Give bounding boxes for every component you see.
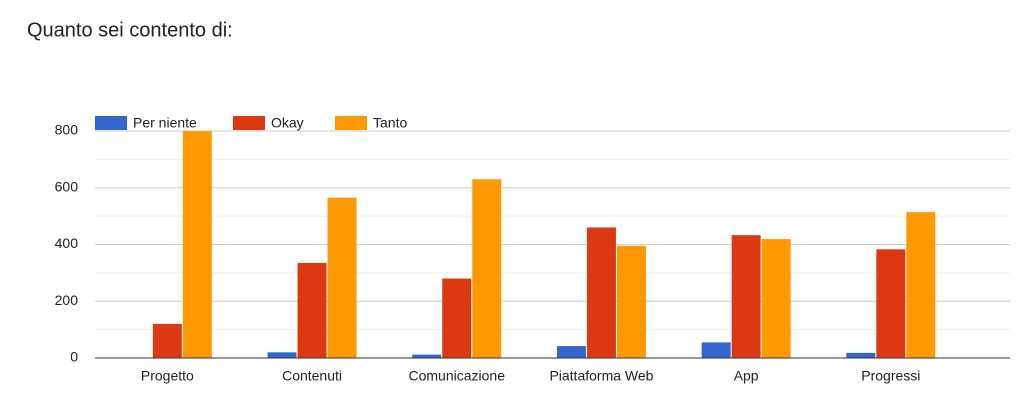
x-tick-label: Contenuti [282,368,342,384]
legend-swatch [233,116,265,130]
bar [616,245,646,358]
bar [442,278,472,358]
y-tick-label: 600 [55,178,79,194]
x-tick-label: Piattaforma Web [549,368,653,384]
bar [876,249,906,358]
y-tick-label: 0 [70,349,78,365]
bar [906,212,936,358]
bar [412,354,442,358]
y-tick-label: 400 [55,235,79,251]
y-tick-label: 200 [55,292,79,308]
bar [182,131,212,358]
x-tick-label: Comunicazione [409,368,506,384]
x-tick-label: Progressi [861,368,920,384]
bar [472,179,502,358]
y-tick-label: 800 [55,122,79,138]
bar [327,197,357,358]
legend-label: Tanto [373,115,407,131]
legend-swatch [95,116,127,130]
bar [846,352,876,358]
chart-title: Quanto sei contento di: [27,19,233,41]
bar [297,262,327,358]
x-tick-label: App [734,368,759,384]
bar [701,342,731,358]
bar [267,352,297,358]
bar [556,346,586,358]
bar [152,323,182,358]
bar [731,235,761,358]
legend-label: Okay [271,115,304,131]
bar [586,227,616,358]
x-tick-label: Progetto [141,368,194,384]
legend-label: Per niente [133,115,197,131]
legend-swatch [335,116,367,130]
bar [761,239,791,358]
